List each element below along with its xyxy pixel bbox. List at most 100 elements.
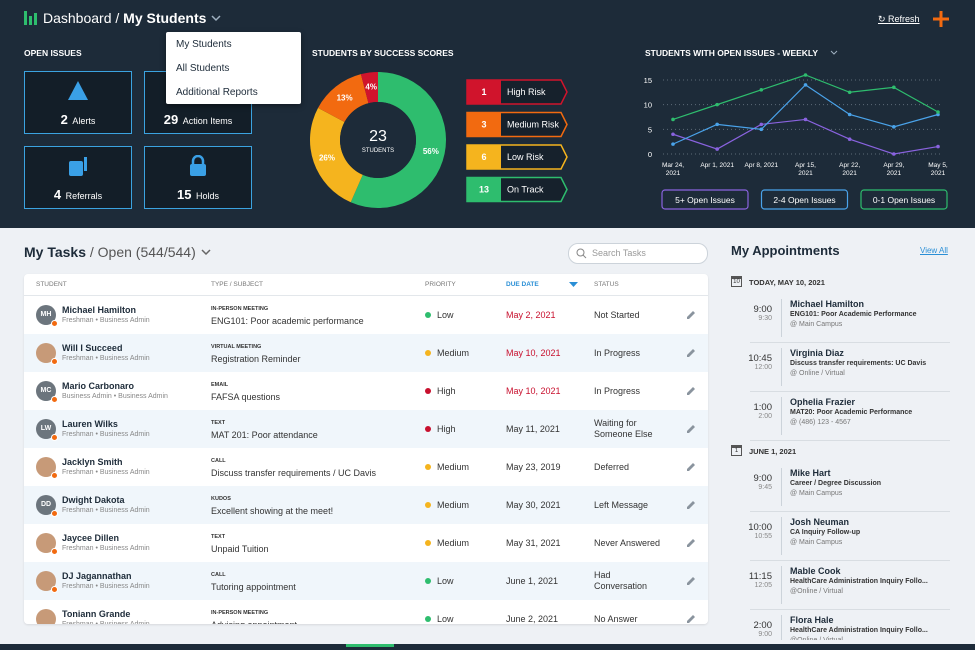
scroll-indicator: [346, 644, 394, 647]
edit-icon[interactable]: [685, 613, 697, 624]
appointment-name: Josh Neuman: [790, 517, 850, 527]
time-rule: [781, 468, 782, 506]
tasks-filter[interactable]: / Open (544/544): [89, 244, 196, 260]
student-info: Freshman • Business Admin: [62, 469, 150, 476]
task-row[interactable]: MC Mario Carbonaro Business Admin • Busine…: [24, 372, 708, 410]
donut-slice: [350, 72, 446, 208]
point: [759, 88, 764, 92]
issue-tile[interactable]: 4 Referrals: [24, 146, 132, 209]
student-name[interactable]: Lauren Wilks: [62, 419, 118, 429]
appointment[interactable]: 1:00 2:00 Ophelia Frazier MAT20: Poor Acade…: [727, 392, 952, 441]
edit-icon[interactable]: [685, 309, 697, 321]
priority-dot: [425, 388, 431, 394]
x-tick-label: Apr 22, 2021: [839, 162, 861, 177]
column-header[interactable]: STATUS: [594, 281, 619, 288]
status-badge: [51, 396, 58, 403]
student-info: Freshman • Business Admin: [62, 507, 150, 514]
point: [715, 102, 719, 107]
edit-icon[interactable]: [685, 385, 697, 397]
task-type: TEXT: [211, 420, 226, 426]
due-date: May 23, 2019: [506, 462, 561, 472]
add-button[interactable]: [932, 10, 950, 28]
task-type: TEXT: [211, 534, 226, 540]
task-subject: Discuss transfer requirements / UC Davis: [211, 468, 377, 478]
appointment[interactable]: 11:15 12:05 Mable Cook HealthCare Administr…: [727, 561, 952, 610]
appointment-desc: CA Inquiry Follow-up: [790, 529, 861, 536]
avatar: [36, 457, 56, 477]
task-status: Not Started: [594, 309, 640, 320]
appointment[interactable]: 2:00 9:00 Flora Hale HealthCare Administrat…: [727, 610, 952, 640]
priority-dot: [425, 616, 431, 622]
task-row[interactable]: LW Lauren Wilks Freshman • Business Admin T…: [24, 410, 708, 448]
column-header[interactable]: PRIORITY: [425, 281, 456, 288]
breadcrumb-root[interactable]: Dashboard: [43, 10, 112, 26]
sort-arrow[interactable]: [569, 282, 578, 288]
appointment[interactable]: 9:00 9:45 Mike Hart Career / Degree Discuss…: [727, 463, 952, 512]
menu-item[interactable]: All Students: [176, 63, 230, 74]
tile-label: Action Items: [182, 116, 233, 126]
point: [936, 112, 940, 117]
column-header[interactable]: DUE DATE: [506, 281, 539, 288]
task-status: Never Answered: [594, 537, 661, 548]
appointment-location: @Online / Virtual: [790, 588, 843, 595]
student-name[interactable]: Dwight Dakota: [62, 495, 125, 505]
column-header[interactable]: TYPE / SUBJECT: [211, 281, 264, 288]
task-row[interactable]: Jaycee Dillen Freshman • Business Admin TE…: [24, 524, 708, 562]
task-row[interactable]: Toniann Grande Freshman • Business Admin I…: [24, 600, 708, 624]
due-date: June 2, 2021: [506, 614, 559, 624]
breadcrumb-current[interactable]: My Students: [123, 10, 207, 26]
appointment[interactable]: 9:00 9:30 Michael Hamilton ENG101: Poor Aca…: [727, 294, 952, 343]
due-date: May 10, 2021: [506, 386, 561, 396]
student-name[interactable]: Will I Succeed: [62, 343, 123, 353]
task-row[interactable]: DJ Jagannathan Freshman • Business Admin C…: [24, 562, 708, 600]
legend-label: Medium Risk: [507, 120, 560, 130]
task-row[interactable]: DD Dwight Dakota Freshman • Business Admin…: [24, 486, 708, 524]
tasks-heading: My Tasks / Open (544/544): [24, 244, 212, 260]
priority-dot: [425, 540, 431, 546]
student-name[interactable]: Mario Carbonaro: [62, 381, 135, 391]
start-time: 11:15: [748, 571, 772, 582]
legend-button: [860, 189, 948, 210]
edit-icon[interactable]: [685, 537, 697, 549]
appointment[interactable]: 10:00 10:55 Josh Neuman CA Inquiry Follow-u…: [727, 512, 952, 561]
issue-tile[interactable]: 15 Holds: [144, 146, 252, 209]
end-time: 9:30: [758, 315, 772, 322]
refresh-label[interactable]: Refresh: [888, 14, 920, 24]
point: [671, 142, 675, 146]
start-time: 10:00: [748, 522, 772, 533]
task-row[interactable]: MH Michael Hamilton Freshman • Business Ad…: [24, 296, 708, 334]
menu-item[interactable]: My Students: [176, 39, 232, 50]
point: [715, 147, 719, 151]
edit-icon[interactable]: [685, 423, 697, 435]
tile-label: Referrals: [65, 191, 103, 201]
refresh[interactable]: ↻ Refresh: [878, 14, 920, 24]
edit-icon[interactable]: [685, 347, 697, 359]
task-status: Deferred: [594, 461, 630, 472]
edit-icon[interactable]: [685, 461, 697, 473]
student-name[interactable]: Michael Hamilton: [62, 305, 137, 315]
menu-item[interactable]: Additional Reports: [176, 87, 258, 98]
search-box[interactable]: Search Tasks: [568, 243, 708, 264]
edit-icon[interactable]: [685, 499, 697, 511]
student-name[interactable]: Jacklyn Smith: [62, 457, 123, 467]
column-header[interactable]: STUDENT: [36, 281, 67, 288]
view-all[interactable]: View All: [920, 246, 948, 255]
appointment[interactable]: 10:45 12:00 Virginia Diaz Discuss transfer …: [727, 343, 952, 392]
tile-text: 2 Alerts: [25, 111, 131, 129]
student-name[interactable]: Toniann Grande: [62, 609, 131, 619]
end-time: 10:55: [754, 533, 772, 540]
tile-text: 15 Holds: [145, 186, 251, 204]
x-tick-label: Mar 24, 2021: [661, 162, 685, 177]
section-title: OPEN ISSUES: [24, 48, 82, 58]
appointments-title: My Appointments: [731, 243, 840, 258]
task-row[interactable]: Jacklyn Smith Freshman • Business Admin CA…: [24, 448, 708, 486]
issue-tile[interactable]: 2 Alerts: [24, 71, 132, 134]
chevron[interactable]: [210, 13, 222, 23]
line-chart: STUDENTS WITH OPEN ISSUES - WEEKLY 0 5 10 15…: [644, 48, 948, 210]
task-row[interactable]: Will I Succeed Freshman • Business Admin V…: [24, 334, 708, 372]
appointment-desc: Discuss transfer requirements: UC Davis: [790, 360, 927, 367]
edit-icon[interactable]: [685, 575, 697, 587]
student-name[interactable]: DJ Jagannathan: [62, 571, 132, 581]
student-name[interactable]: Jaycee Dillen: [62, 533, 120, 543]
chevron[interactable]: [200, 247, 212, 257]
